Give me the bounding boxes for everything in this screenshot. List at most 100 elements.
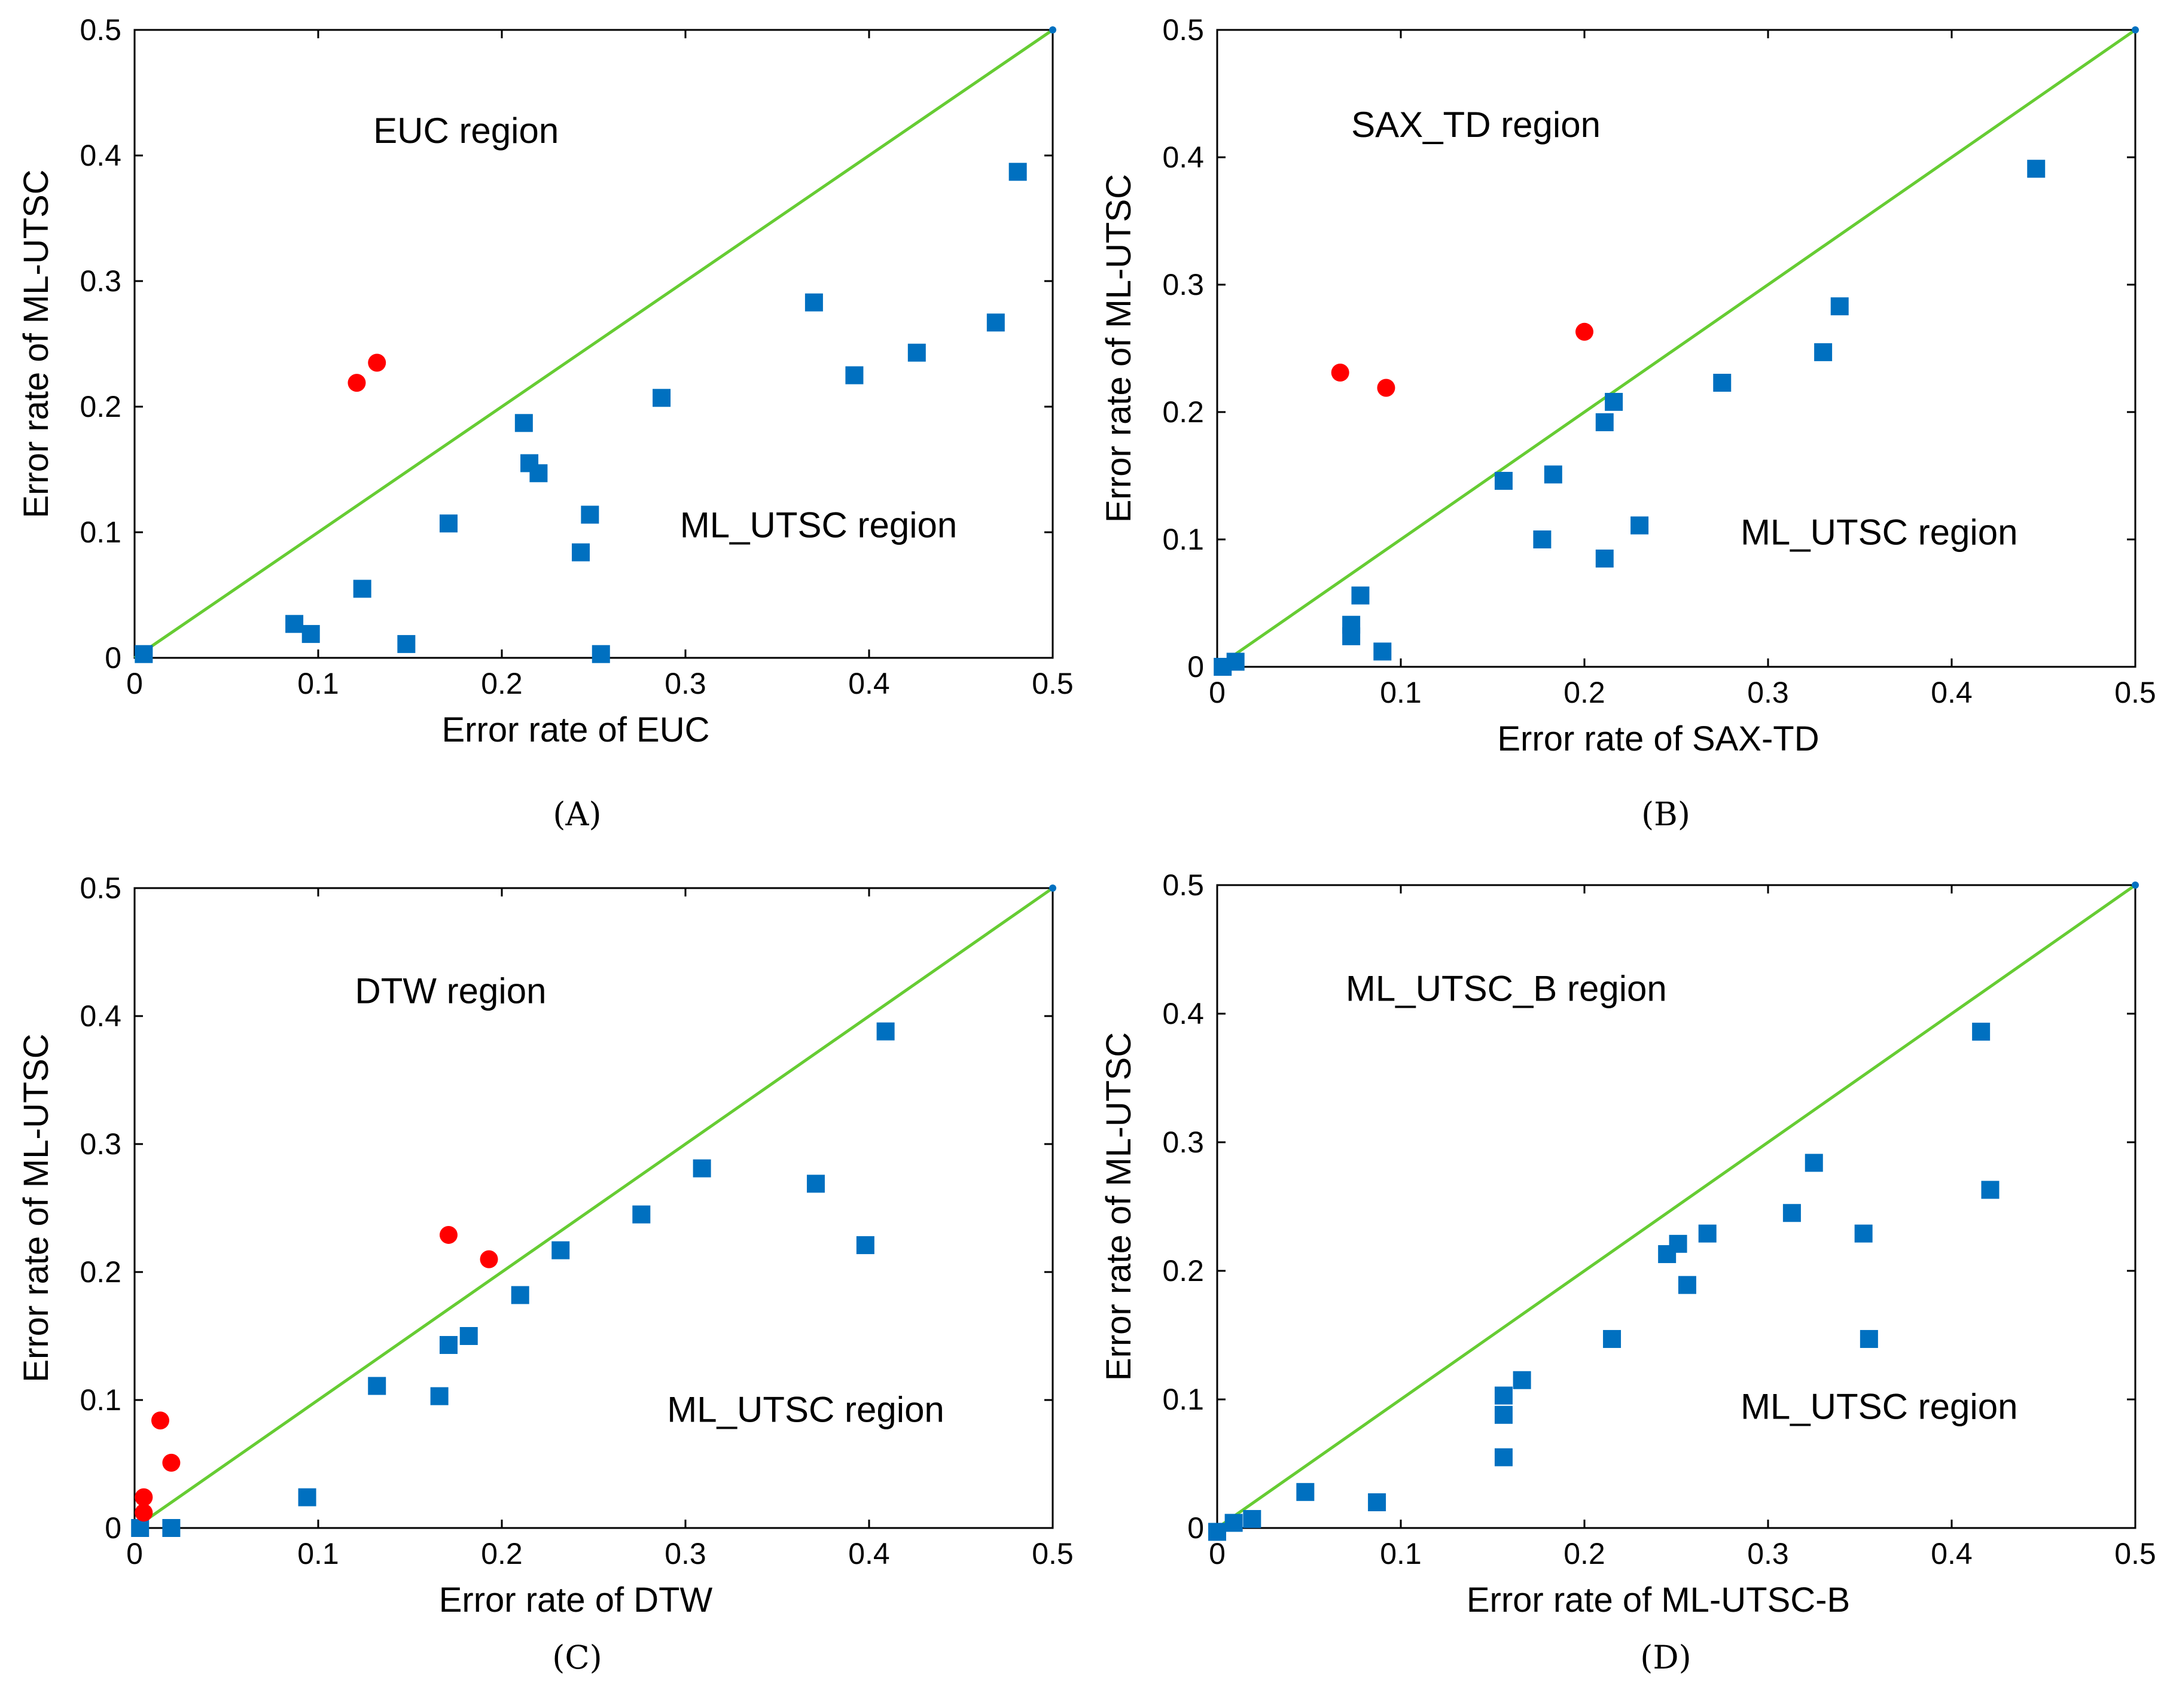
data-point-circle [135, 1488, 153, 1506]
x-tick-label: 0.2 [1563, 676, 1605, 709]
data-point-square [298, 1488, 316, 1506]
plot-frame [1216, 884, 2136, 1529]
diagonal-line [1216, 28, 2136, 669]
data-point-square [1605, 392, 1623, 411]
data-point-square [1224, 1514, 1243, 1532]
data-point-square [1544, 465, 1562, 484]
data-point-square [1595, 549, 1614, 568]
y-tick-label: 0 [105, 641, 121, 675]
data-point-circle [348, 374, 366, 392]
data-point-square [353, 580, 371, 598]
x-tick-label: 0.4 [848, 667, 890, 700]
data-point-square [592, 645, 610, 663]
data-point-square [439, 514, 458, 533]
data-point-square [581, 505, 599, 524]
data-point-square [572, 543, 590, 562]
data-point-square [551, 1241, 570, 1259]
x-tick-label: 0.5 [2114, 1537, 2156, 1570]
x-tick-label: 0.5 [1032, 1537, 1074, 1570]
data-point-square [1008, 163, 1027, 181]
diagonal-end-dot [2132, 882, 2139, 889]
data-point-circle [162, 1453, 181, 1472]
data-point-square [876, 1022, 895, 1041]
data-point-square [1296, 1483, 1315, 1501]
diagonal-end-dot [1049, 884, 1056, 892]
data-point-square [1368, 1493, 1386, 1511]
x-tick-label: 0.2 [1563, 1537, 1605, 1570]
y-axis-label: Error rate of ML-UTSC [17, 1033, 56, 1382]
data-point-square [856, 1236, 874, 1255]
data-point-square [1698, 1224, 1717, 1243]
x-tick-label: 0.1 [1380, 1537, 1422, 1570]
x-axis-label: Error rate of ML-UTSC-B [1467, 1581, 1850, 1619]
diagonal-line [133, 28, 1054, 660]
plot-frame [133, 887, 1054, 1529]
y-tick-label: 0.5 [1162, 13, 1204, 47]
data-point-square [430, 1387, 449, 1405]
y-tick-label: 0.3 [80, 1127, 121, 1161]
x-tick-label: 0.5 [1032, 667, 1074, 700]
data-point-square [162, 1519, 181, 1537]
data-point-square [1854, 1224, 1873, 1243]
x-tick-label: 0.4 [848, 1537, 890, 1570]
y-tick-label: 0.4 [1162, 141, 1204, 174]
data-point-circle [135, 1503, 153, 1522]
y-axis-label: Error rate of ML-UTSC [17, 169, 56, 518]
y-tick-label: 0.2 [1162, 1254, 1204, 1288]
diagonal-line [133, 886, 1054, 1530]
x-tick-label: 0.3 [1747, 1537, 1789, 1570]
data-point-square [459, 1327, 478, 1345]
panel-caption: (B) [1641, 795, 1690, 833]
data-point-square [693, 1159, 711, 1178]
data-point-square [804, 293, 823, 312]
data-point-circle [439, 1225, 458, 1244]
x-tick-label: 0.2 [481, 667, 523, 700]
data-point-square [285, 615, 304, 633]
upper-region-label: DTW region [355, 971, 546, 1011]
diagonal-end-dot [1049, 26, 1056, 33]
panel-2: 0 0.1 0.2 0.3 0.4 0.5 0 0.1 0.2 0.3 0.4 0.5 SAX_TD r… [1099, 13, 2156, 833]
data-point-square [1630, 516, 1649, 535]
data-point-square [1351, 586, 1370, 605]
data-point-square [301, 625, 320, 643]
y-tick-label: 0.2 [80, 390, 121, 423]
x-tick-label: 0 [126, 1537, 143, 1570]
data-point-square [1678, 1276, 1696, 1294]
data-point-square [653, 389, 671, 407]
data-point-square [1669, 1234, 1687, 1253]
x-tick-label: 0 [126, 667, 143, 700]
y-tick-label: 0.4 [80, 999, 121, 1033]
data-point-square [1603, 1329, 1622, 1348]
data-point-square [1494, 1405, 1513, 1424]
diagonal-end-dot [2132, 26, 2139, 33]
data-point-square [1533, 530, 1552, 548]
y-tick-label: 0.4 [1162, 997, 1204, 1030]
y-tick-label: 0 [105, 1511, 121, 1545]
data-point-square [1972, 1023, 1991, 1041]
data-point-square [1830, 297, 1849, 316]
data-point-square [135, 645, 153, 663]
data-point-square [1782, 1204, 1801, 1222]
data-point-circle [1575, 322, 1593, 341]
plot-frame [1216, 29, 2136, 668]
y-tick-label: 0.5 [80, 871, 121, 905]
data-point-square [1981, 1181, 2000, 1199]
data-point-square [986, 313, 1005, 332]
x-tick-label: 0 [1209, 1537, 1226, 1570]
x-axis-label: Error rate of EUC [442, 710, 710, 749]
data-point-square [1805, 1154, 1823, 1172]
lower-region-label: ML_UTSC region [680, 505, 958, 545]
data-point-square [907, 343, 926, 362]
y-tick-label: 0.3 [80, 264, 121, 298]
upper-region-label: EUC region [373, 111, 559, 151]
x-tick-label: 0.1 [1380, 676, 1422, 709]
x-tick-label: 0.5 [2114, 676, 2156, 709]
data-point-square [1713, 374, 1732, 392]
y-axis-label: Error rate of ML-UTSC [1099, 174, 1138, 523]
y-tick-label: 0.2 [80, 1255, 121, 1289]
x-tick-label: 0.4 [1931, 1537, 1973, 1570]
y-tick-label: 0.5 [80, 13, 121, 47]
x-tick-label: 0.1 [297, 1537, 339, 1570]
data-point-square [511, 1286, 529, 1304]
